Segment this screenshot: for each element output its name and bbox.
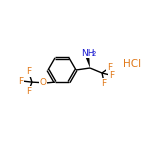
Text: F: F xyxy=(109,71,114,79)
Text: F: F xyxy=(18,77,23,86)
Text: O: O xyxy=(40,78,47,87)
Text: F: F xyxy=(26,87,32,96)
Text: HCl: HCl xyxy=(123,59,141,69)
Text: F: F xyxy=(101,78,107,88)
Polygon shape xyxy=(85,55,90,68)
Text: NH: NH xyxy=(81,48,95,57)
Text: 2: 2 xyxy=(91,52,96,57)
Text: F: F xyxy=(107,62,112,71)
Text: F: F xyxy=(26,67,32,76)
